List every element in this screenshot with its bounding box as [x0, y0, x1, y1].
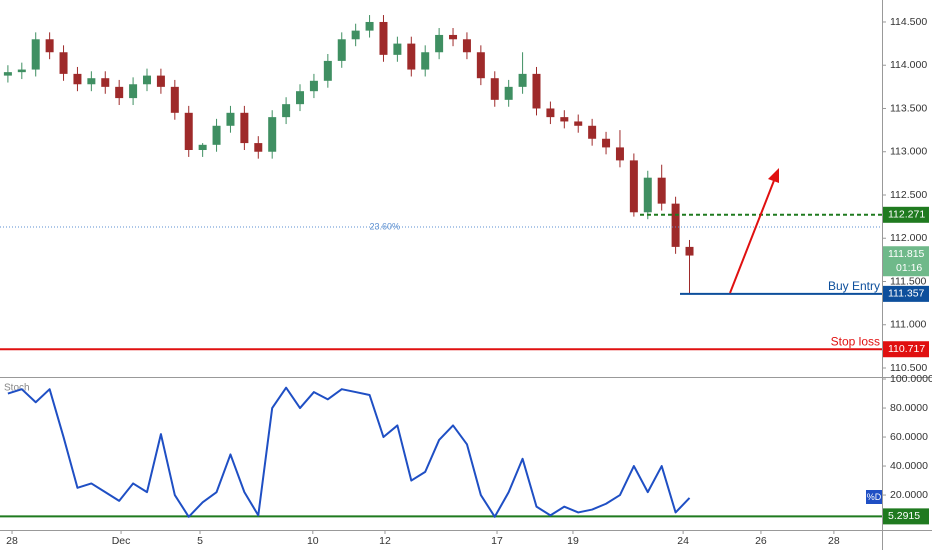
- pane-title: Stoch: [4, 383, 30, 394]
- level-text: Buy Entry: [828, 279, 880, 293]
- candle-body: [574, 121, 583, 126]
- y-tick-label: 111.000: [890, 319, 927, 331]
- candle-body: [504, 86, 513, 100]
- y-tick-label: 111.500: [890, 275, 927, 287]
- candle-body: [379, 21, 388, 55]
- level-text: 23.60%: [369, 221, 400, 231]
- candle-body: [560, 117, 569, 122]
- candle-body: [449, 34, 458, 40]
- x-tick-label: Dec: [112, 535, 131, 547]
- candle-body: [101, 78, 110, 87]
- candle-body: [226, 112, 235, 126]
- x-tick-label: 24: [677, 535, 689, 547]
- candle-body: [115, 86, 124, 99]
- x-tick-label: 12: [379, 535, 391, 547]
- candle-body: [476, 52, 485, 79]
- candle-body: [170, 86, 179, 113]
- candle-body: [490, 78, 499, 100]
- candle-body: [282, 104, 291, 118]
- candle-body: [657, 177, 666, 204]
- y-tick-label: 20.0000: [890, 489, 928, 501]
- y-tick-label: 80.0000: [890, 402, 928, 414]
- candle-body: [615, 147, 624, 161]
- candle-body: [212, 125, 221, 145]
- candle-body: [671, 203, 680, 247]
- level-label-box: [883, 206, 929, 223]
- last-price: 111.815: [888, 248, 925, 260]
- x-tick-label: 28: [828, 535, 840, 547]
- level-label: 112.271: [888, 209, 925, 221]
- candle-body: [351, 30, 360, 40]
- x-tick-label: 17: [491, 535, 503, 547]
- candle-body: [602, 138, 611, 148]
- y-tick-label: 100.0000: [890, 373, 932, 385]
- candle-body: [309, 80, 318, 92]
- candle-body: [393, 43, 402, 55]
- y-tick-label: 112.500: [890, 189, 927, 201]
- level-text: Stop loss: [831, 334, 880, 348]
- y-tick-label: 60.0000: [890, 431, 928, 443]
- y-tick-label: 113.500: [890, 102, 927, 114]
- candle-body: [532, 73, 541, 109]
- candle-body: [546, 108, 555, 118]
- candle-body: [156, 75, 165, 87]
- candle-body: [198, 144, 207, 151]
- countdown: 01:16: [896, 262, 922, 274]
- candle-body: [240, 112, 249, 144]
- candle-body: [629, 160, 638, 213]
- arrow-head: [768, 168, 779, 183]
- y-tick-label: 114.000: [890, 59, 927, 71]
- candle-body: [184, 112, 193, 151]
- candle-body: [435, 34, 444, 53]
- candle-body: [337, 39, 346, 61]
- candle-body: [254, 143, 263, 152]
- arrow: [729, 168, 779, 294]
- candle-body: [87, 78, 96, 85]
- x-tick-label: 5: [197, 535, 203, 547]
- level-label-box: [883, 508, 929, 525]
- candle-body: [59, 52, 68, 74]
- candle-body: [45, 39, 54, 53]
- legend-box: [866, 490, 882, 504]
- arrow-shaft: [729, 177, 776, 294]
- candle-body: [462, 39, 471, 53]
- y-tick-label: 110.500: [890, 362, 927, 374]
- level-label: 110.717: [888, 343, 925, 355]
- candle-body: [268, 117, 277, 152]
- y-tick-label: 114.500: [890, 16, 927, 28]
- candle-body: [643, 177, 652, 213]
- candle-body: [143, 75, 151, 85]
- level-label: 111.357: [888, 288, 925, 300]
- x-tick-label: 19: [567, 535, 579, 547]
- level-label-box: [883, 341, 929, 358]
- legend-label: %D: [867, 492, 882, 502]
- candle-body: [296, 91, 305, 105]
- line-series: [7, 386, 691, 518]
- y-tick-label: 113.000: [890, 146, 927, 158]
- candle-body: [407, 43, 416, 70]
- candle-body: [73, 73, 82, 85]
- x-tick-label: 10: [307, 535, 319, 547]
- last-price-box: [883, 246, 929, 277]
- y-tick-label: 40.0000: [890, 460, 928, 472]
- candle-body: [588, 125, 597, 139]
- candle-body: [129, 84, 138, 99]
- x-tick-label: 28: [6, 535, 18, 547]
- candle-body: [518, 73, 527, 87]
- candle-body: [365, 21, 374, 31]
- candle-body: [17, 69, 26, 73]
- candle-body: [31, 39, 40, 70]
- level-label: 5.2915: [888, 510, 920, 522]
- level-label-box: [883, 285, 929, 302]
- x-tick-label: 26: [755, 535, 767, 547]
- y-tick-label: 112.000: [890, 232, 927, 244]
- candle-body: [323, 60, 332, 81]
- candle-body: [421, 52, 430, 70]
- candle-body: [3, 72, 12, 76]
- candle-body: [685, 246, 694, 256]
